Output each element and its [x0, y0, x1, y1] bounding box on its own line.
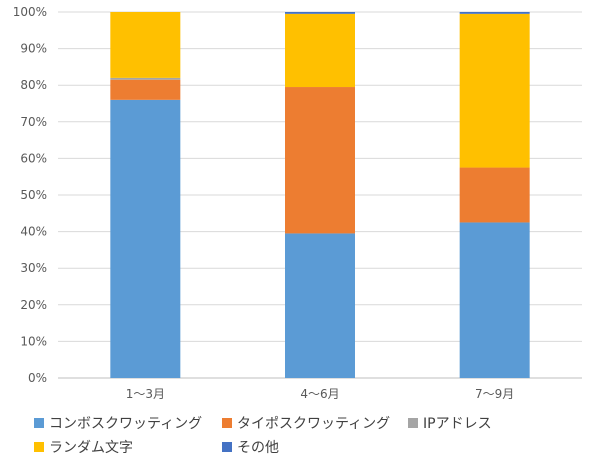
bar-segment	[110, 79, 181, 100]
legend-label: IPアドレス	[423, 416, 492, 432]
legend-swatch	[222, 418, 232, 428]
legend-item-other: その他	[222, 437, 279, 457]
x-tick-label: 7〜9月	[475, 387, 514, 401]
y-tick-label: 70%	[20, 115, 47, 129]
y-tick-label: 90%	[20, 42, 47, 56]
x-axis-ticks: 1〜3月 4〜6月 7〜9月	[126, 387, 515, 401]
legend-swatch	[34, 442, 44, 452]
y-tick-label: 40%	[20, 225, 47, 239]
bar-segment	[459, 12, 530, 14]
bar-segment	[459, 222, 530, 378]
y-tick-label: 80%	[20, 78, 47, 92]
legend-swatch	[34, 418, 44, 428]
bar-segment	[110, 12, 181, 78]
legend-swatch	[408, 418, 418, 428]
bar-segment	[459, 13, 530, 168]
y-tick-label: 20%	[20, 298, 47, 312]
legend-label: ランダム文字	[49, 440, 133, 456]
bar-segment	[285, 87, 355, 234]
bars	[110, 12, 530, 378]
legend-item-random-chars: ランダム文字	[34, 437, 133, 457]
legend-item-ip-address: IPアドレス	[408, 413, 492, 433]
y-tick-label: 30%	[20, 261, 47, 275]
y-tick-label: 50%	[20, 188, 47, 202]
y-tick-label: 0%	[28, 371, 47, 385]
legend-label: コンボスクワッティング	[49, 416, 203, 432]
legend-item-typosquatting: タイポスクワッティング	[222, 413, 390, 433]
y-tick-label: 10%	[20, 334, 47, 348]
legend-item-combosquatting: コンボスクワッティング	[34, 413, 202, 433]
bar-segment	[285, 233, 355, 378]
bar-segment	[110, 99, 181, 378]
y-tick-label: 60%	[20, 151, 47, 165]
legend: コンボスクワッティング タイポスクワッティング IPアドレス ランダム文字 その…	[0, 405, 600, 460]
bar-segment	[459, 167, 530, 223]
bar-segment	[110, 77, 181, 80]
legend-label: その他	[237, 440, 279, 456]
legend-swatch	[222, 442, 232, 452]
bar-segment	[285, 12, 355, 14]
y-tick-label: 100%	[13, 5, 47, 19]
stacked-bar-chart: 0% 10% 20% 30% 40% 50% 60% 70% 80% 90% 100% 1〜3月 4〜…	[13, 5, 582, 401]
x-tick-label: 1〜3月	[126, 387, 165, 401]
bar-segment	[285, 13, 355, 88]
legend-label: タイポスクワッティング	[237, 416, 391, 432]
x-tick-label: 4〜6月	[300, 387, 339, 401]
y-axis-ticks: 0% 10% 20% 30% 40% 50% 60% 70% 80% 90% 100%	[13, 5, 47, 385]
